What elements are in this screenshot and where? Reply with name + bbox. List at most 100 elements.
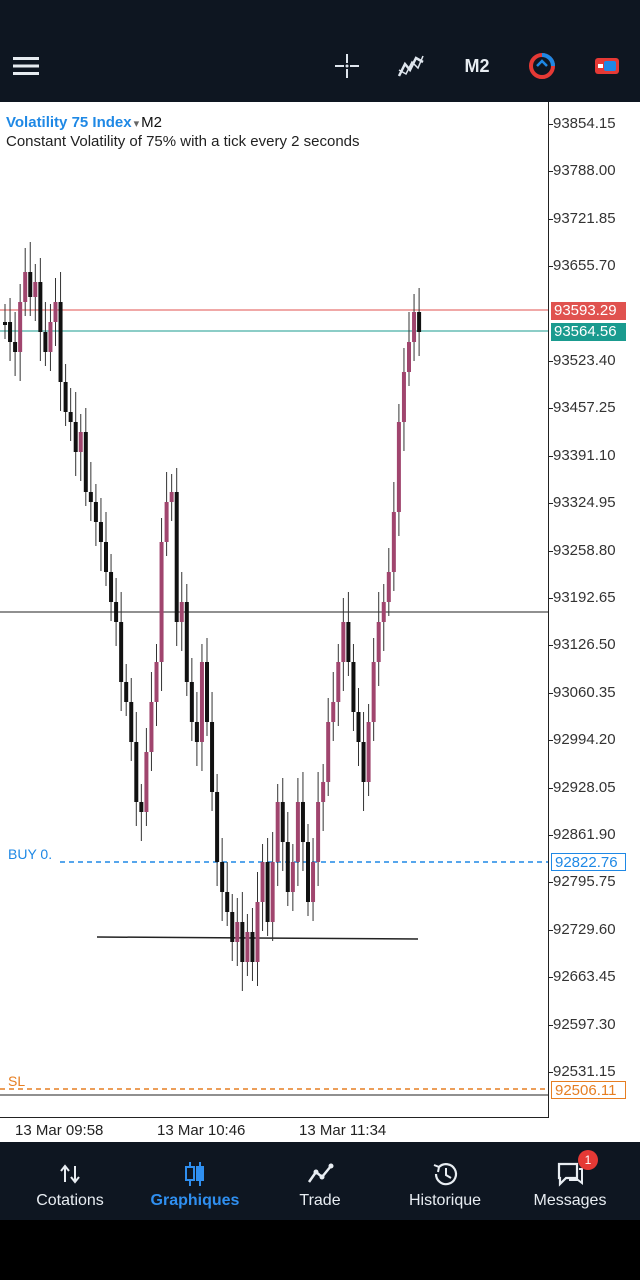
candle-body: [230, 912, 235, 942]
candle-body: [199, 662, 204, 742]
price-axis-tick: [549, 977, 553, 979]
stop-loss-label[interactable]: SL: [8, 1073, 26, 1089]
candlestick-series: [0, 242, 548, 1096]
price-axis-tick: [549, 692, 553, 694]
candles-icon: [140, 1160, 250, 1188]
sl-price-tag: 92506.11: [551, 1081, 626, 1099]
candle-body: [306, 842, 310, 902]
price-axis-label: 92597.30: [553, 1015, 616, 1033]
price-axis-label: 93788.00: [553, 162, 616, 180]
candle-body: [412, 312, 417, 342]
chart-area[interactable]: [0, 102, 640, 1142]
candle-body: [210, 722, 215, 792]
price-axis-label: 92928.05: [553, 778, 616, 796]
price-axis-tick: [549, 503, 553, 505]
candle-body: [250, 932, 255, 962]
hamburger-icon[interactable]: [8, 48, 44, 84]
price-axis-tick: [549, 455, 553, 457]
timeframe-button[interactable]: M2: [464, 55, 490, 76]
price-axis-tick: [549, 361, 553, 362]
price-axis-tick: [549, 408, 553, 410]
candle-body: [139, 802, 144, 812]
indicator-icon[interactable]: [393, 48, 429, 84]
candle-body: [235, 922, 240, 942]
candle-body: [124, 682, 129, 702]
candle-body: [189, 682, 194, 722]
price-axis-label: 92663.45: [553, 968, 616, 986]
candle-body: [295, 802, 300, 862]
candle-body: [225, 892, 230, 912]
candle-body: [371, 662, 376, 722]
candle-body: [270, 862, 275, 922]
chat-icon: [515, 1160, 625, 1188]
price-axis-label: 93854.15: [553, 115, 616, 132]
price-axis-tick: [549, 1072, 553, 1073]
nav-trade[interactable]: Trade: [265, 1160, 375, 1210]
price-axis-tick: [549, 1024, 553, 1026]
symbol-title[interactable]: Volatility 75 Index ▾ M2: [6, 114, 162, 131]
nav-cotations[interactable]: Cotations: [15, 1160, 125, 1210]
nav-label: Cotations: [36, 1192, 104, 1209]
buy-order-label[interactable]: BUY 0.: [8, 846, 53, 862]
symbol-name: Volatility 75 Index: [6, 114, 132, 131]
buy-price-tag: 92822.76: [551, 853, 626, 871]
candle-body: [58, 302, 63, 382]
candle-body: [275, 802, 280, 862]
candle-body: [93, 502, 98, 522]
candle-body: [28, 272, 33, 297]
ask-price-tag: 93593.29: [551, 302, 626, 320]
candle-body: [300, 802, 305, 842]
candle-body: [376, 622, 381, 662]
candle-body: [154, 662, 159, 702]
candle-body: [159, 542, 164, 662]
price-axis-label: 93457.25: [553, 399, 616, 417]
candle-body: [53, 302, 58, 322]
candle-body: [386, 572, 391, 602]
price-axis-label: 93060.35: [553, 683, 616, 701]
trade-icon[interactable]: [589, 48, 625, 84]
candle-body: [260, 862, 265, 902]
candle-body: [316, 802, 321, 862]
objects-icon[interactable]: [524, 48, 560, 84]
candle-body: [109, 572, 114, 602]
candle-body: [119, 622, 124, 682]
crosshair-icon[interactable]: [329, 48, 365, 84]
candle-body: [331, 702, 336, 722]
candle-body: [134, 742, 139, 802]
price-axis-tick: [549, 171, 553, 173]
candle-body: [245, 932, 250, 962]
candle-body: [290, 862, 295, 892]
nav-label: Trade: [299, 1192, 341, 1209]
nav-messages[interactable]: Messages: [515, 1160, 625, 1210]
candle-body: [255, 902, 260, 962]
price-axis-label: 93192.65: [553, 589, 616, 606]
trend-icon: [265, 1160, 375, 1188]
price-axis-label: 92531.15: [553, 1063, 616, 1080]
candle-body: [33, 282, 38, 297]
price-axis-tick: [549, 218, 553, 220]
history-icon: [390, 1160, 500, 1188]
candle-body: [48, 322, 53, 352]
plot-frame: [0, 102, 549, 1118]
candle-body: [43, 332, 48, 352]
bottom-navigation: [0, 1142, 640, 1220]
candle-body: [396, 422, 401, 512]
price-axis-tick: [549, 124, 553, 125]
nav-historique[interactable]: Historique: [390, 1160, 500, 1210]
arrows-updown-icon: [15, 1160, 125, 1188]
nav-graphiques[interactable]: Graphiques: [140, 1160, 250, 1210]
candle-body: [169, 492, 174, 502]
candle-body: [215, 792, 220, 862]
time-label: 13 Mar 09:58: [15, 1122, 104, 1139]
candle-body: [73, 422, 78, 452]
candle-body: [129, 702, 134, 742]
price-axis-tick: [549, 550, 553, 552]
candle-body: [417, 312, 422, 332]
candle-body: [164, 502, 169, 542]
top-toolbar: [0, 0, 640, 102]
candle-body: [98, 522, 103, 542]
price-axis-tick: [549, 266, 553, 268]
price-axis-label: 93523.40: [553, 352, 616, 369]
time-label: 13 Mar 11:34: [299, 1122, 387, 1139]
price-axis-label: 93324.95: [553, 494, 616, 512]
